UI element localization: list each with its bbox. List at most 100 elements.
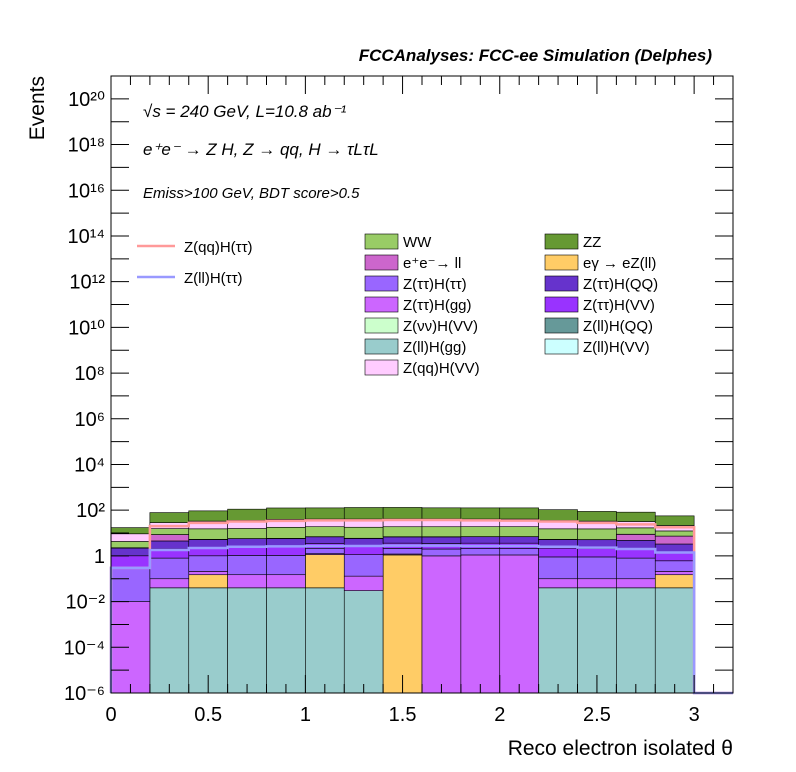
legend-line-label: Z(qq)H(ττ): [184, 239, 253, 256]
bar-3-1: [149, 557, 190, 580]
bar-2-10: [499, 554, 539, 694]
y-axis: 10⁻⁶ 10⁻⁴ 10⁻² 1 10² 10⁴ 10⁶ 10⁸ 10¹⁰ 10¹² 10¹⁴ 10¹…: [64, 75, 733, 705]
bar-0-14: [654, 587, 695, 694]
legend-swatch: [364, 233, 399, 250]
annotation-process: e⁺e⁻ → Z H, Z → qq, H → τLτL: [143, 140, 379, 159]
bar-1-7: [382, 554, 423, 694]
x-tick-label: 1: [300, 704, 311, 726]
x-axis: 0 0.5 1 1.5 2 2.5 3: [105, 76, 734, 726]
bar-3-6: [343, 554, 384, 577]
x-tick-label: 3: [689, 704, 700, 726]
bar-5-13: [616, 540, 656, 550]
y-tick-label: 10⁻²: [66, 592, 106, 614]
bar-12-7: [382, 507, 423, 520]
bar-6-14: [654, 535, 695, 545]
bar-0-6: [343, 590, 384, 694]
bar-12-5: [305, 507, 345, 520]
legend-label: Z(ll)H(VV): [583, 339, 650, 356]
x-tick-label: 0.5: [194, 704, 222, 726]
bar-2-6: [343, 575, 384, 591]
bar-10-4: [266, 526, 306, 539]
bar-3-9: [460, 548, 501, 556]
bar-5-7: [382, 536, 423, 544]
bar-12-10: [499, 507, 539, 520]
bar-10-6: [343, 526, 384, 539]
bar-0-5: [305, 587, 345, 694]
bar-10-0: [110, 541, 151, 549]
bar-1-5: [305, 554, 345, 589]
y-tick-label: 10⁻⁴: [64, 637, 105, 659]
legend-fill: WW ZZ e⁺e⁻→ ll eγ → eZ(ll) Z(ττ)H(ττ) Z(ττ)H(…: [364, 233, 658, 377]
x-axis-label: Reco electron isolated θ: [508, 737, 733, 760]
y-tick-label: 10⁸: [74, 363, 105, 385]
bar-5-9: [460, 536, 501, 544]
bar-4-13: [616, 548, 656, 559]
y-tick-label: 10²⁰: [68, 89, 105, 111]
y-tick-label: 10⁻⁶: [64, 683, 105, 705]
legend-label: Z(ll)H(QQ): [583, 318, 653, 335]
bar-4-11: [538, 547, 578, 558]
bar-3-2: [188, 555, 228, 572]
chart-header-title: FCCAnalyses: FCC-ee Simulation (Delphes): [359, 46, 713, 65]
bar-0-1: [149, 587, 190, 694]
legend-swatch: [544, 317, 579, 334]
bar-4-3: [227, 546, 267, 556]
signal-line-1: [109, 544, 733, 695]
bar-12-2: [188, 510, 228, 522]
bar-0-4: [266, 587, 306, 694]
bar-12-12: [577, 511, 617, 522]
bar-3-10: [499, 548, 539, 556]
x-tick-label: 1.5: [389, 704, 417, 726]
legend-label: Z(qq)H(VV): [403, 360, 480, 377]
bar-6-1: [149, 534, 190, 542]
bar-10-10: [499, 526, 539, 537]
legend-swatch: [364, 317, 399, 334]
y-tick-label: 10⁴: [74, 454, 105, 476]
bar-5-1: [149, 540, 190, 550]
bar-12-3: [227, 508, 267, 521]
legend-swatch: [364, 359, 399, 376]
bar-2-11: [538, 578, 578, 589]
legend-swatch: [364, 296, 399, 313]
legend-label: Z(ττ)H(gg): [403, 297, 472, 314]
bar-5-2: [188, 539, 228, 548]
legend-label: Z(ττ)H(QQ): [583, 276, 658, 293]
annotation-energy: √s = 240 GeV, L=10.8 ab⁻¹: [143, 102, 347, 121]
bar-4-0: [110, 555, 151, 568]
bar-12-14: [654, 515, 695, 526]
bar-3-7: [382, 548, 423, 555]
bar-4-12: [577, 548, 617, 558]
y-tick-label: 10¹²: [69, 272, 105, 294]
legend-lines: Z(qq)H(ττ) Z(ll)H(ττ): [137, 239, 253, 287]
bar-2-8: [421, 555, 462, 694]
bar-0-13: [616, 587, 656, 694]
bar-5-14: [654, 543, 695, 553]
bar-2-9: [460, 554, 501, 694]
bar-10-12: [577, 528, 617, 540]
annotation-cuts: Emiss>100 GeV, BDT score>0.5: [143, 185, 360, 202]
bar-6-13: [616, 534, 656, 541]
bar-11-0: [110, 533, 151, 542]
bar-1-14: [654, 574, 695, 589]
y-tick-label: 10¹⁴: [68, 226, 106, 248]
bar-10-2: [188, 528, 228, 540]
bar-0-3: [227, 587, 267, 694]
y-tick-label: 10¹⁸: [68, 135, 105, 157]
bar-3-11: [538, 556, 578, 580]
legend-label: Z(ll)H(gg): [403, 339, 466, 356]
legend-label: Z(ττ)H(VV): [583, 297, 655, 314]
bar-3-3: [227, 555, 267, 576]
bar-1-2: [188, 574, 228, 589]
bar-5-8: [421, 536, 462, 544]
legend-swatch: [544, 254, 579, 271]
legend-swatch: [544, 296, 579, 313]
legend-swatch: [364, 275, 399, 292]
bar-12-4: [266, 507, 306, 520]
legend-label: ZZ: [583, 234, 601, 251]
legend-label: e⁺e⁻→ ll: [403, 255, 461, 272]
legend-swatch: [544, 233, 579, 250]
x-tick-label: 2.5: [583, 704, 611, 726]
signal-lines: [109, 518, 733, 695]
bar-2-2: [188, 571, 228, 576]
bar-0-11: [538, 587, 578, 694]
